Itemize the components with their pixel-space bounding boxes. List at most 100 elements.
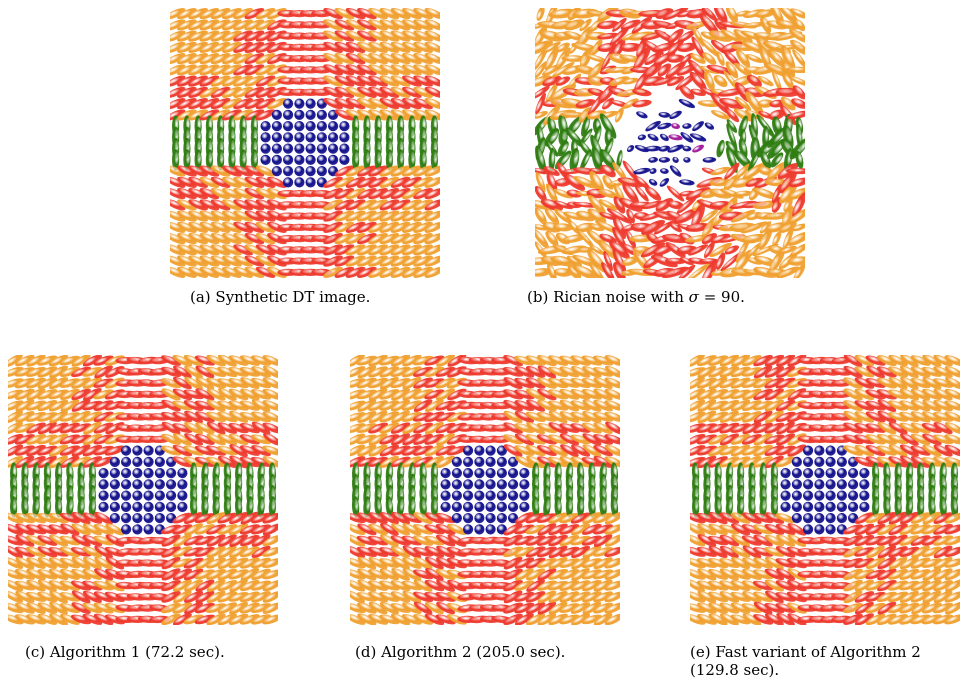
tensor-glyph-orange — [793, 18, 805, 32]
tensor-glyph-blue — [859, 501, 870, 512]
tensor-glyph-orange — [71, 568, 91, 580]
tensor-glyph-orange — [571, 365, 591, 378]
tensor-glyph-red — [753, 388, 773, 401]
tensor-glyph-orange — [413, 86, 433, 98]
tensor-glyph-red — [391, 433, 411, 446]
tensor-glyph-red — [876, 389, 897, 400]
tensor-glyph-orange — [82, 556, 102, 570]
tensor-glyph-red — [177, 86, 197, 98]
tensor-glyph-red — [713, 8, 728, 24]
tensor-glyph-red — [244, 53, 265, 65]
tensor-glyph-orange — [8, 557, 24, 569]
tensor-glyph-blue — [704, 122, 715, 130]
tensor-glyph-orange — [357, 199, 377, 211]
tensor-glyph-orange — [199, 210, 220, 222]
tensor-glyph-red — [172, 613, 192, 625]
tensor-glyph-red — [447, 579, 467, 592]
tensor-glyph-red — [184, 601, 204, 615]
tensor-glyph-red — [701, 259, 718, 278]
tensor-glyph-orange — [559, 389, 580, 400]
tensor-glyph-red — [553, 200, 573, 210]
tensor-glyph-green — [385, 496, 394, 518]
tensor-glyph-orange — [8, 366, 24, 377]
tensor-glyph-orange — [170, 19, 186, 31]
tensor-glyph-orange — [402, 366, 422, 378]
tensor-glyph-orange — [177, 53, 197, 65]
tensor-glyph-orange — [910, 422, 931, 434]
tensor-glyph-orange — [239, 367, 261, 377]
tensor-glyph-green — [32, 496, 40, 518]
tensor-glyph-red — [379, 98, 400, 110]
tensor-glyph-red — [240, 511, 260, 525]
tensor-glyph-orange — [526, 613, 546, 625]
tensor-glyph-orange — [760, 16, 772, 34]
tensor-glyph-blue — [659, 133, 669, 142]
tensor-glyph-orange — [757, 76, 774, 87]
tensor-glyph-blue — [680, 132, 694, 143]
tensor-glyph-orange — [589, 262, 605, 278]
tensor-glyph-red — [612, 17, 627, 32]
tensor-glyph-orange — [888, 376, 908, 390]
tensor-glyph-red — [83, 388, 102, 401]
tensor-glyph-orange — [262, 388, 278, 400]
tensor-glyph-blue — [260, 121, 271, 132]
tensor-glyph-orange — [899, 523, 920, 536]
tensor-glyph-orange — [911, 601, 930, 615]
tensor-glyph-orange — [8, 400, 24, 411]
tensor-glyph-blue — [626, 145, 635, 153]
tensor-glyph-red — [424, 546, 445, 558]
tensor-glyph-orange — [622, 256, 639, 266]
tensor-glyph-orange — [357, 53, 377, 65]
tensor-glyph-orange — [413, 53, 433, 65]
tensor-glyph-orange — [556, 42, 570, 53]
tensor-glyph-orange — [719, 456, 740, 468]
tensor-glyph-red — [199, 75, 220, 87]
tensor-glyph-orange — [424, 210, 440, 222]
tensor-glyph-orange — [217, 591, 238, 603]
tensor-glyph-orange — [8, 579, 24, 592]
tensor-glyph-red — [15, 534, 35, 547]
tensor-glyph-blue — [143, 479, 154, 490]
tensor-glyph-red — [183, 557, 204, 569]
tensor-glyph-orange — [746, 257, 763, 265]
tensor-glyph-red — [724, 245, 740, 255]
tensor-glyph-orange — [899, 422, 920, 434]
tensor-glyph-orange — [59, 412, 81, 422]
tensor-glyph-orange — [357, 613, 377, 625]
tensor-glyph-orange — [345, 244, 366, 256]
tensor-glyph-orange — [559, 535, 580, 547]
tensor-glyph-orange — [708, 613, 728, 625]
tensor-glyph-orange — [424, 366, 445, 378]
tensor-glyph-red — [612, 262, 626, 278]
tensor-glyph-blue — [791, 467, 803, 479]
tensor-glyph-orange — [559, 411, 580, 423]
tensor-glyph-red — [865, 456, 886, 468]
tensor-glyph-orange — [172, 355, 193, 367]
tensor-glyph-orange — [559, 591, 580, 603]
tensor-glyph-red — [228, 422, 249, 434]
tensor-glyph-orange — [26, 535, 47, 546]
tensor-glyph-orange — [357, 210, 377, 222]
tensor-glyph-red — [888, 456, 908, 468]
tensor-glyph-blue — [669, 165, 682, 177]
tensor-glyph-orange — [379, 389, 400, 400]
tensor-glyph-orange — [161, 388, 181, 401]
tensor-glyph-red — [854, 512, 875, 524]
tensor-glyph-orange — [210, 221, 231, 233]
tensor-glyph-orange — [199, 8, 220, 20]
tensor-glyph-red — [402, 176, 422, 188]
tensor-glyph-red — [357, 86, 377, 98]
tensor-glyph-blue — [647, 133, 659, 142]
tensor-glyph-orange — [177, 210, 197, 222]
tensor-glyph-red — [60, 523, 80, 536]
tensor-glyph-blue — [485, 479, 496, 490]
dt-image-algorithm-1 — [8, 355, 278, 625]
caption-c: (c) Algorithm 1 (72.2 sec). — [25, 643, 225, 661]
tensor-glyph-orange — [60, 388, 80, 401]
tensor-glyph-orange — [791, 223, 805, 232]
tensor-glyph-red — [255, 244, 276, 256]
tensor-glyph-red — [161, 355, 182, 366]
tensor-glyph-orange — [37, 412, 58, 422]
tensor-glyph-orange — [708, 591, 729, 603]
tensor-glyph-orange — [609, 76, 630, 86]
